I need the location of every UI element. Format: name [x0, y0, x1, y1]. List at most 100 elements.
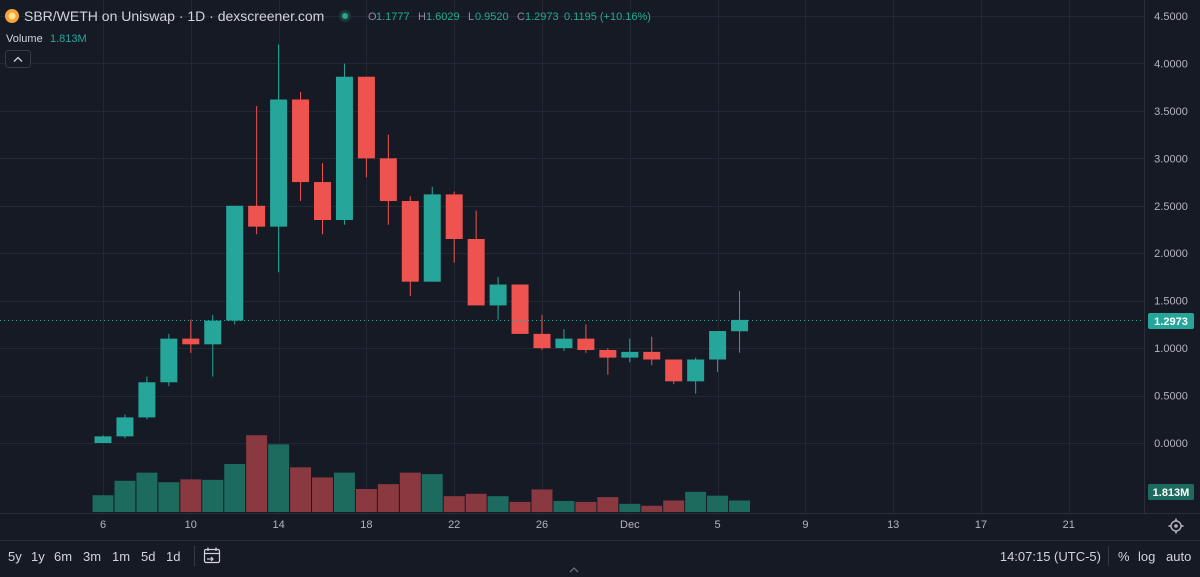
candle[interactable] — [357, 76, 375, 178]
candle-body — [94, 436, 112, 443]
volume-bar — [290, 467, 312, 512]
candle[interactable] — [138, 376, 156, 420]
volume-bar — [312, 477, 333, 512]
candle[interactable] — [401, 196, 419, 296]
candle[interactable] — [116, 414, 134, 439]
candle[interactable] — [379, 134, 397, 225]
volume-bar — [224, 464, 246, 512]
candle-body — [116, 417, 134, 437]
time-tick-label: Dec — [620, 519, 640, 531]
candle-body — [226, 205, 244, 321]
candle[interactable] — [423, 186, 441, 282]
range-button-5d[interactable]: 5d — [141, 549, 155, 564]
time-tick-label: 17 — [975, 519, 987, 531]
candle[interactable] — [599, 348, 617, 375]
candle[interactable] — [489, 276, 507, 320]
range-button-1y[interactable]: 1y — [31, 549, 45, 564]
time-tick-label: 13 — [887, 519, 899, 531]
candle[interactable] — [533, 314, 551, 351]
candle[interactable] — [709, 331, 727, 372]
volume-bar — [619, 503, 641, 512]
candle-body — [379, 158, 397, 202]
volume-bar — [531, 489, 553, 512]
range-button-6m[interactable]: 6m — [54, 549, 72, 564]
price-tick-label: 0.5000 — [1154, 391, 1188, 403]
time-axis[interactable]: 6 10 14 18 22 26 Dec 5 9 13 17 21 — [100, 519, 1075, 531]
candle[interactable] — [577, 324, 595, 353]
candle-body — [204, 320, 222, 345]
candle-body — [160, 338, 178, 383]
price-axis[interactable]: 4.5000 4.0000 3.5000 3.0000 2.5000 2.0000 1.50… — [1154, 11, 1188, 450]
candle[interactable] — [248, 106, 266, 235]
volume-bar — [421, 474, 443, 512]
log-scale-button[interactable]: log — [1138, 549, 1155, 564]
candle-body — [292, 99, 310, 183]
candle-body — [731, 319, 749, 332]
volume-bar — [729, 500, 751, 512]
ohlc-label: C — [517, 11, 525, 23]
time-tick-label: 18 — [360, 519, 372, 531]
range-buttons: 5y 1y 6m 3m 1m 5d 1d — [8, 549, 180, 564]
candle-body — [138, 382, 156, 418]
auto-scale-button[interactable]: auto — [1166, 549, 1191, 564]
candle-body — [665, 359, 683, 382]
volume-bar — [355, 488, 377, 512]
volume-value: 1.813M — [50, 33, 87, 45]
candle[interactable] — [731, 290, 749, 353]
candle-body — [248, 205, 266, 227]
ohlc-value: 1.6029 — [426, 11, 460, 23]
volume-bar — [114, 480, 136, 512]
range-button-3m[interactable]: 3m — [83, 549, 101, 564]
candle[interactable] — [621, 338, 639, 363]
ohlc-value: 1.1777 — [376, 11, 410, 23]
candle[interactable] — [665, 359, 683, 385]
collapse-button[interactable] — [5, 50, 31, 68]
price-change: 0.1195 (+10.16%) — [564, 11, 651, 23]
candle[interactable] — [643, 336, 661, 366]
candle[interactable] — [335, 63, 353, 225]
volume-bars — [92, 435, 751, 512]
candle-body — [445, 194, 463, 239]
candle[interactable] — [226, 205, 244, 325]
candle-body — [577, 338, 595, 351]
chart-header: SBR/WETH on Uniswap · 1D · dexscreener.c… — [5, 8, 651, 68]
chevron-up-small-icon[interactable] — [569, 567, 579, 573]
volume-bar — [575, 501, 597, 512]
ohlc-label: L — [468, 11, 474, 23]
candles[interactable] — [94, 44, 749, 443]
candle-body — [401, 201, 419, 282]
candle[interactable] — [467, 210, 485, 306]
range-button-1d[interactable]: 1d — [166, 549, 180, 564]
candle[interactable] — [94, 435, 112, 443]
calendar-goto-icon[interactable] — [203, 547, 221, 564]
candle[interactable] — [160, 333, 178, 387]
percent-scale-button[interactable]: % — [1118, 549, 1130, 564]
grid-lines — [0, 0, 1144, 513]
gear-icon[interactable] — [1168, 518, 1184, 534]
time-tick-label: 26 — [536, 519, 548, 531]
candle[interactable] — [182, 319, 200, 353]
candle[interactable] — [445, 191, 463, 263]
price-tick-label: 1.0000 — [1154, 343, 1188, 355]
range-button-5y[interactable]: 5y — [8, 549, 22, 564]
candle[interactable] — [555, 329, 573, 351]
candle[interactable] — [204, 314, 222, 377]
candle[interactable] — [292, 91, 310, 202]
candle-body — [357, 76, 375, 159]
candle[interactable] — [270, 44, 288, 273]
volume-bar — [136, 472, 158, 512]
price-tick-label: 0.0000 — [1154, 438, 1188, 450]
candle-body — [467, 238, 485, 306]
clock-time[interactable]: 14:07:15 (UTC-5) — [1000, 549, 1101, 564]
volume-bar — [92, 495, 114, 512]
time-tick-label: 22 — [448, 519, 460, 531]
candle[interactable] — [511, 284, 529, 334]
range-button-1m[interactable]: 1m — [112, 549, 130, 564]
ohlc-value: 0.9520 — [475, 11, 509, 23]
candle[interactable] — [314, 163, 331, 235]
volume-bar — [685, 491, 707, 512]
volume-bar — [202, 479, 224, 512]
candle[interactable] — [687, 357, 705, 394]
